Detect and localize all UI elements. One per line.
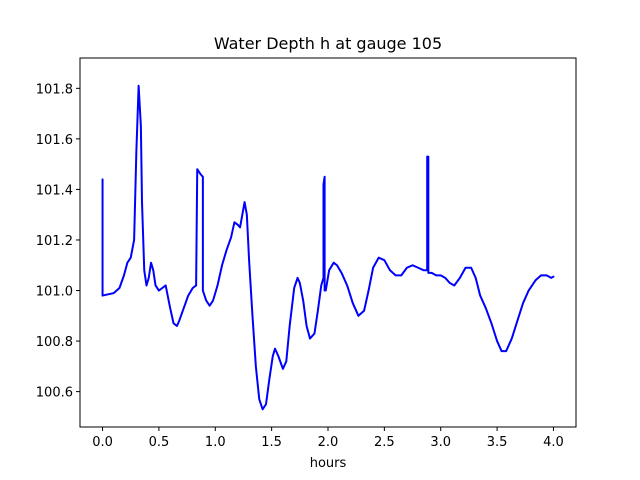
y-tick-label: 101.4	[36, 183, 73, 198]
x-tick-label: 1.0	[205, 435, 226, 450]
y-tick-label: 101.6	[36, 133, 73, 148]
x-tick-label: 2.0	[318, 435, 339, 450]
axis-layer: 0.0 0.5 1.0 1.5 2.0 2.5 3.0 3.5 4.0 100.6 100.8 101…	[36, 82, 564, 450]
y-tick-label: 101.8	[36, 82, 73, 97]
y-tick-label: 100.8	[36, 335, 73, 350]
plot-area-frame	[79, 57, 577, 428]
x-tick-label: 0.5	[149, 435, 170, 450]
x-tick-label: 2.5	[374, 435, 395, 450]
x-axis-label: hours	[310, 456, 347, 471]
series-line-0	[101, 84, 555, 411]
x-tick-label: 4.0	[543, 435, 564, 450]
y-tick-label: 101.0	[36, 285, 73, 300]
x-tick-label: 3.0	[430, 435, 451, 450]
y-tick-label: 100.6	[36, 386, 73, 401]
x-tick-label: 0.0	[92, 435, 113, 450]
x-tick-label: 3.5	[487, 435, 508, 450]
y-tick-label: 101.2	[36, 234, 73, 249]
plot-data-layer	[101, 84, 555, 411]
chart-title: Water Depth h at gauge 105	[214, 34, 442, 53]
x-tick-label: 1.5	[261, 435, 282, 450]
